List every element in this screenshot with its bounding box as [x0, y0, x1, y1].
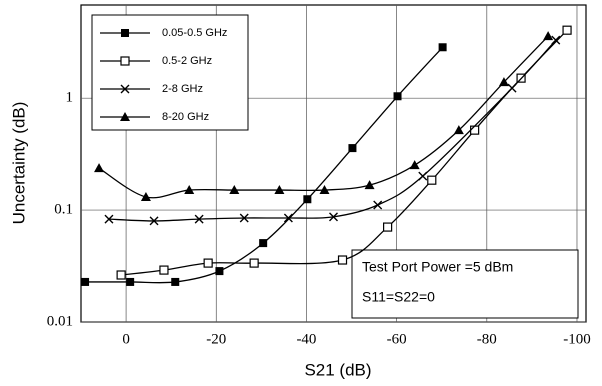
- marker: [140, 191, 151, 201]
- marker: [229, 185, 240, 195]
- marker: [283, 213, 293, 223]
- marker: [364, 180, 375, 190]
- marker: [507, 83, 517, 93]
- marker: [203, 258, 213, 268]
- marker: [418, 171, 428, 181]
- annotation-box: [351, 249, 579, 319]
- y-axis-label: Uncertainty (dB): [9, 102, 28, 225]
- marker: [348, 144, 357, 153]
- marker: [470, 125, 480, 135]
- marker: [194, 214, 204, 224]
- y-tick-label: 0.01: [47, 313, 73, 329]
- marker: [116, 270, 126, 280]
- annotation: Test Port Power =5 dBm: [362, 259, 513, 275]
- series-line: [108, 39, 557, 222]
- x-tick-label: -20: [206, 331, 226, 347]
- marker: [120, 112, 130, 121]
- marker: [337, 255, 348, 265]
- marker: [373, 200, 383, 210]
- y-tick-label: 0.1: [54, 202, 73, 218]
- marker: [409, 160, 420, 170]
- marker: [562, 25, 572, 35]
- marker: [171, 277, 180, 286]
- marker: [126, 277, 135, 286]
- marker: [274, 185, 285, 195]
- marker: [427, 175, 437, 185]
- annotation: S11=S22=0: [362, 289, 435, 305]
- marker: [329, 212, 338, 222]
- x-tick-label: -40: [296, 331, 316, 347]
- marker: [239, 213, 249, 223]
- marker: [453, 125, 464, 135]
- marker: [383, 222, 393, 232]
- marker: [543, 31, 554, 41]
- x-axis-label: S21 (dB): [304, 360, 371, 379]
- marker: [81, 277, 90, 286]
- marker: [184, 185, 195, 195]
- marker: [215, 267, 224, 276]
- x-tick-label: 0: [122, 331, 130, 347]
- marker: [319, 185, 330, 195]
- legend-label: 0.05-0.5 GHz: [162, 27, 227, 39]
- x-tick-label: -60: [387, 331, 407, 347]
- marker: [498, 77, 509, 87]
- marker: [94, 163, 105, 173]
- series-line: [121, 29, 568, 276]
- marker: [149, 216, 159, 226]
- marker: [393, 92, 402, 101]
- marker: [303, 195, 312, 204]
- plot-lines: [81, 25, 572, 286]
- marker: [249, 258, 259, 268]
- legend-label: 2-8 GHz: [162, 83, 203, 95]
- legend-label: 0.5-2 GHz: [162, 55, 212, 67]
- legend-label: 8-20 GHz: [162, 111, 209, 123]
- marker: [120, 84, 130, 94]
- marker: [121, 29, 129, 37]
- y-tick-label: 1: [66, 90, 74, 106]
- x-tick-label: -80: [477, 331, 497, 347]
- marker: [159, 265, 169, 275]
- marker: [259, 239, 268, 248]
- marker: [551, 35, 561, 45]
- marker: [120, 56, 130, 66]
- marker: [438, 43, 447, 52]
- legend: [91, 14, 249, 131]
- x-tick-label: -100: [563, 331, 591, 347]
- marker: [104, 214, 114, 224]
